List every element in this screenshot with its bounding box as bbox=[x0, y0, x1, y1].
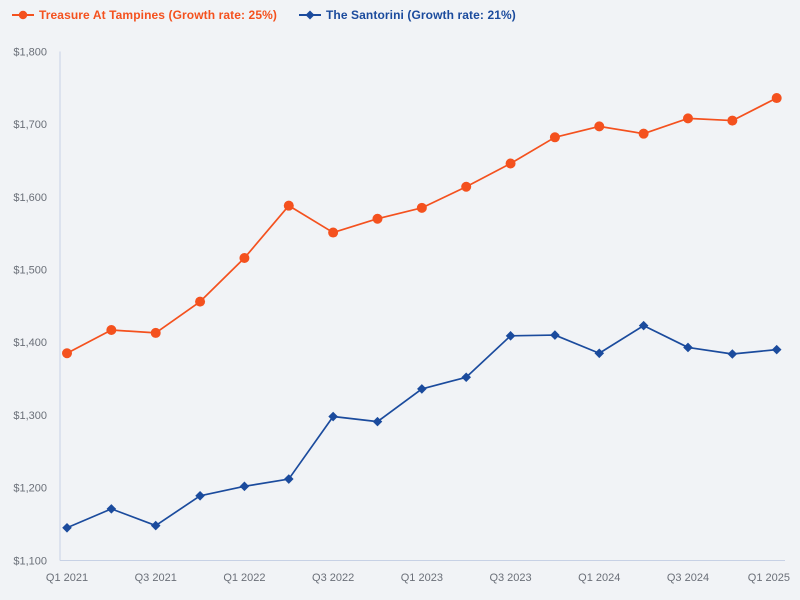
data-point-treasure-at-tampines bbox=[638, 128, 649, 139]
data-point-treasure-at-tampines bbox=[239, 253, 250, 264]
x-tick-label: Q1 2022 bbox=[223, 572, 265, 584]
legend-line-circle-icon bbox=[12, 10, 34, 20]
data-point-the-santorini bbox=[771, 344, 782, 355]
y-tick-label: $1,400 bbox=[13, 337, 47, 349]
data-point-treasure-at-tampines bbox=[549, 132, 560, 143]
data-point-the-santorini bbox=[328, 411, 338, 422]
data-point-treasure-at-tampines bbox=[372, 213, 383, 224]
x-tick-label: Q1 2024 bbox=[578, 572, 620, 584]
y-tick-label: $1,700 bbox=[13, 119, 47, 131]
data-point-treasure-at-tampines bbox=[727, 115, 738, 126]
data-point-treasure-at-tampines bbox=[106, 324, 117, 335]
x-tick-label: Q1 2023 bbox=[401, 572, 443, 584]
data-point-treasure-at-tampines bbox=[195, 296, 206, 307]
data-point-the-santorini bbox=[106, 504, 117, 514]
data-point-the-santorini bbox=[372, 416, 383, 427]
data-point-treasure-at-tampines bbox=[461, 181, 472, 192]
x-tick-label: Q3 2022 bbox=[312, 572, 354, 584]
data-point-the-santorini bbox=[62, 522, 72, 533]
data-point-the-santorini bbox=[239, 481, 250, 492]
data-point-the-santorini bbox=[638, 320, 649, 331]
y-tick-label: $1,500 bbox=[13, 264, 47, 276]
legend-label-treasure-at-tampines: Treasure At Tampines (Growth rate: 25%) bbox=[39, 8, 277, 22]
x-tick-label: Q1 2021 bbox=[46, 572, 88, 584]
x-tick-label: Q3 2023 bbox=[489, 572, 531, 584]
y-tick-label: $1,100 bbox=[13, 555, 47, 567]
legend-line-diamond-icon bbox=[298, 10, 321, 20]
x-tick-label: Q3 2024 bbox=[667, 572, 709, 584]
y-tick-label: $1,300 bbox=[13, 410, 47, 422]
data-point-treasure-at-tampines bbox=[416, 202, 427, 213]
data-point-the-santorini bbox=[727, 349, 738, 359]
legend-item-treasure-at-tampines[interactable]: Treasure At Tampines (Growth rate: 25%) bbox=[12, 8, 277, 22]
legend-item-the-santorini[interactable]: The Santorini (Growth rate: 21%) bbox=[298, 8, 516, 22]
data-point-the-santorini bbox=[417, 384, 427, 394]
x-tick-label: Q3 2021 bbox=[135, 572, 177, 584]
data-point-treasure-at-tampines bbox=[771, 93, 782, 104]
data-point-treasure-at-tampines bbox=[594, 121, 605, 132]
data-point-the-santorini bbox=[550, 330, 560, 340]
chart-legend: Treasure At Tampines (Growth rate: 25%) … bbox=[12, 8, 516, 22]
data-point-the-santorini bbox=[594, 348, 605, 359]
data-point-treasure-at-tampines bbox=[682, 113, 693, 124]
data-point-the-santorini bbox=[283, 474, 294, 484]
data-point-treasure-at-tampines bbox=[283, 200, 294, 211]
data-point-treasure-at-tampines bbox=[328, 227, 339, 238]
series-line-the-santorini bbox=[66, 324, 777, 529]
x-tick-label: Q1 2025 bbox=[748, 572, 790, 584]
data-point-the-santorini bbox=[683, 342, 693, 353]
data-point-treasure-at-tampines bbox=[150, 327, 161, 338]
y-tick-label: $1,800 bbox=[13, 46, 47, 58]
data-point-treasure-at-tampines bbox=[62, 348, 72, 359]
data-point-the-santorini bbox=[505, 331, 516, 341]
data-point-the-santorini bbox=[195, 490, 205, 501]
data-point-the-santorini bbox=[461, 372, 472, 383]
data-point-the-santorini bbox=[150, 520, 161, 531]
y-tick-label: $1,600 bbox=[13, 192, 47, 204]
series-line-treasure-at-tampines bbox=[66, 97, 778, 355]
y-tick-label: $1,200 bbox=[13, 483, 47, 495]
legend-label-the-santorini: The Santorini (Growth rate: 21%) bbox=[325, 8, 516, 22]
data-point-treasure-at-tampines bbox=[505, 158, 516, 169]
